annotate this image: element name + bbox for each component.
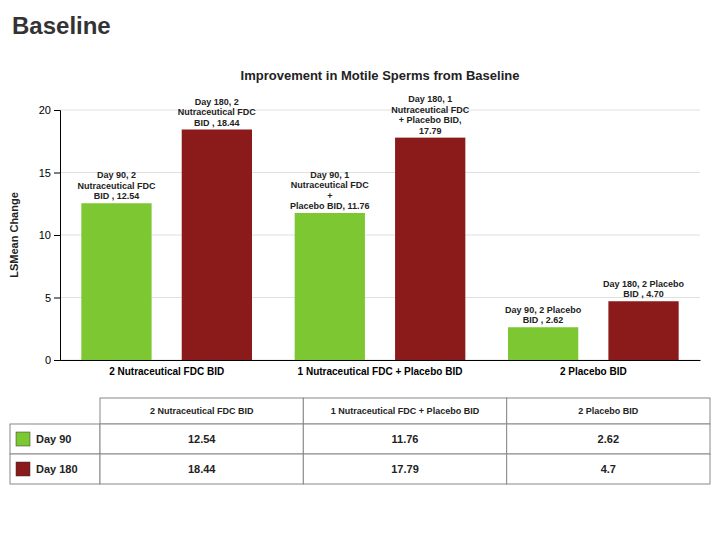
data-label-line: Nutraceutical FDC <box>178 107 257 117</box>
table-header-label: 1 Nutraceutical FDC + Placebo BID <box>331 406 480 416</box>
table: 2 Nutraceutical FDC BID 1 Nutraceutical F… <box>10 398 710 484</box>
y-tick-label: 20 <box>39 104 51 116</box>
data-label-line: Day 180, 2 <box>195 97 239 107</box>
grid-line <box>60 297 700 298</box>
bar <box>295 213 365 360</box>
subtitle: Baseline <box>12 12 111 39</box>
x-axis-line <box>61 360 701 361</box>
table-value: 11.76 <box>392 433 419 445</box>
legend-swatch <box>16 462 30 476</box>
x-tick-label: 2 Placebo BID <box>560 366 627 377</box>
y-tick: 20 <box>39 104 60 116</box>
grid-line <box>60 235 700 236</box>
data-label: Day 90, 2Nutraceutical FDCBID , 12.54 <box>77 170 156 201</box>
data-labels: Day 90, 2Nutraceutical FDCBID , 12.54Day… <box>77 94 684 325</box>
x-tick: 1 Nutraceutical FDC + Placebo BID <box>298 360 463 377</box>
table-header-cell <box>303 398 506 424</box>
table-value: 12.54 <box>188 433 216 445</box>
data-label-line: + <box>327 191 332 201</box>
table-header-label: 2 Placebo BID <box>578 406 639 416</box>
data-label-line: Day 90, 1 <box>310 170 349 180</box>
table-label-cell <box>10 424 100 454</box>
y-tick-line <box>54 173 60 174</box>
data-label-line: BID , 4.70 <box>623 289 664 299</box>
data-label: Day 180, 1Nutraceutical FDC+ Placebo BID… <box>391 94 470 136</box>
legend-label: Day 90 <box>36 433 71 445</box>
data-label-line: Nutraceutical FDC <box>391 105 470 115</box>
table-value: 17.79 <box>391 463 419 475</box>
data-label-line: Day 180, 1 <box>408 94 452 104</box>
grid-line <box>60 172 700 173</box>
data-label-line: Placebo BID, 11.76 <box>290 201 370 211</box>
y-axis-title: LSMean Change <box>8 192 20 278</box>
data-label-line: BID , 18.44 <box>194 118 240 128</box>
data-label: Day 180, 2Nutraceutical FDCBID , 18.44 <box>178 97 257 128</box>
title: Improvement in Motile Sperms from Baseli… <box>241 68 520 83</box>
y-tick-line <box>54 360 60 361</box>
table-header-label: 2 Nutraceutical FDC BID <box>150 406 254 416</box>
x-tick-label: 1 Nutraceutical FDC + Placebo BID <box>298 366 463 377</box>
x-tick: 2 Nutraceutical FDC BID <box>109 360 224 377</box>
data-label-line: Nutraceutical FDC <box>77 181 156 191</box>
data-label-line: 17.79 <box>419 126 442 136</box>
y-tick-label: 0 <box>45 354 51 366</box>
y-axis: 0 5 10 15 20 <box>39 104 61 366</box>
y-tick: 15 <box>39 167 60 179</box>
legend-swatch <box>16 432 30 446</box>
x-axis: 2 Nutraceutical FDC BID 1 Nutraceutical F… <box>61 360 701 377</box>
y-tick-line <box>54 298 60 299</box>
data-label-line: + Placebo BID, <box>399 115 462 125</box>
data-label: Day 180, 2 PlaceboBID , 4.70 <box>603 279 685 300</box>
table-cell <box>100 454 303 484</box>
y-tick: 5 <box>45 292 60 304</box>
table-value: 4.7 <box>601 463 616 475</box>
data-label-line: BID , 12.54 <box>94 191 140 201</box>
data-label: Day 90, 1Nutraceutical FDC+Placebo BID, … <box>290 170 370 212</box>
x-tick-label: 2 Nutraceutical FDC BID <box>109 366 224 377</box>
table-cell <box>303 454 506 484</box>
table-header-cell <box>100 398 303 424</box>
table-value: 18.44 <box>188 463 216 475</box>
table-header-cell <box>507 398 710 424</box>
bar <box>395 138 465 360</box>
table-cell <box>303 424 506 454</box>
grid <box>60 110 700 360</box>
data-label-line: Day 180, 2 Placebo <box>603 279 685 289</box>
bar <box>608 301 678 360</box>
bar <box>81 203 151 360</box>
grid-line <box>60 360 700 361</box>
table-cell <box>507 424 710 454</box>
legend-label: Day 180 <box>36 463 78 475</box>
data-label: Day 90, 2 PlaceboBID , 2.62 <box>505 305 582 326</box>
table-value: 2.62 <box>598 433 619 445</box>
y-tick-line <box>54 235 60 236</box>
table-cell <box>507 454 710 484</box>
data-label-line: BID , 2.62 <box>523 315 564 325</box>
y-tick: 0 <box>45 354 60 366</box>
table-cell <box>100 424 303 454</box>
bar <box>508 327 578 360</box>
bars <box>81 130 678 361</box>
y-tick: 10 <box>39 229 60 241</box>
data-label-line: Nutraceutical FDC <box>291 180 370 190</box>
y-axis-line <box>54 111 61 361</box>
y-tick-line <box>54 110 60 111</box>
x-tick: 2 Placebo BID <box>560 360 627 377</box>
data-label-line: Day 90, 2 Placebo <box>505 305 582 315</box>
grid-line <box>60 110 700 111</box>
data-label-line: Day 90, 2 <box>97 170 136 180</box>
y-tick-label: 5 <box>45 292 51 304</box>
y-tick-label: 10 <box>39 229 51 241</box>
table-label-cell <box>10 454 100 484</box>
y-tick-label: 15 <box>39 167 51 179</box>
bar <box>182 130 252 361</box>
chart: Baseline Improvement in Motile Sperms fro… <box>0 0 720 540</box>
plot: 0 5 10 15 20 LSMean Change 2 Nutraceutical FDC… <box>8 94 701 377</box>
